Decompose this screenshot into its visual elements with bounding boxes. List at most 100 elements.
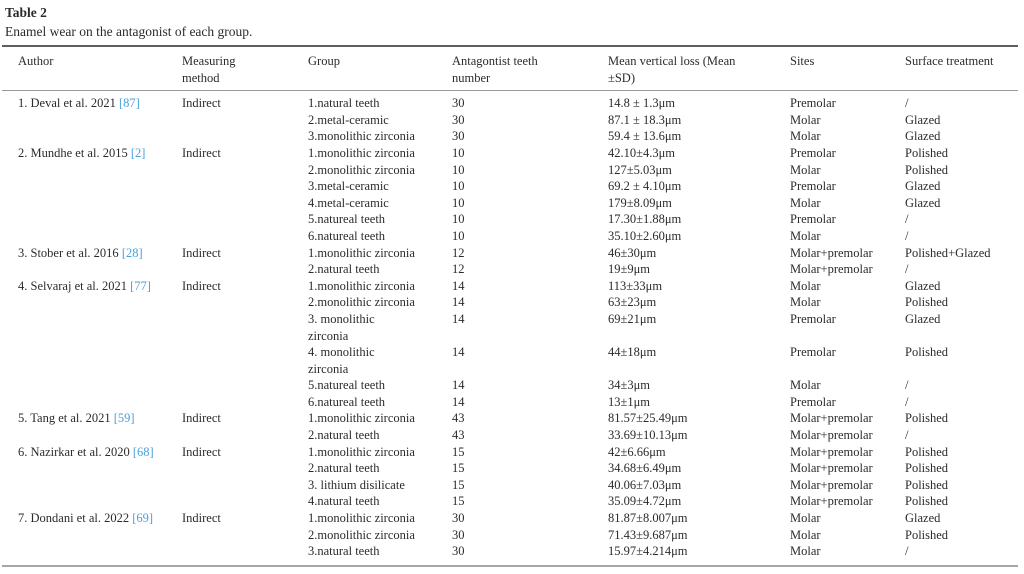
group-cell: 5.natureal teeth: [308, 378, 386, 393]
teeth-number-cell: 30: [452, 96, 465, 111]
citation-ref[interactable]: [68]: [132, 444, 154, 459]
sites-cell: Molar+premolar: [790, 411, 873, 426]
table-row: 2.monolithic zirconia 14 63±23μm Molar P…: [2, 294, 1018, 311]
author-cell: [2, 211, 166, 228]
group-cell: 2.monolithic zirconia: [308, 527, 415, 542]
group-cell: 2.natural teeth: [308, 428, 380, 443]
author-cell: 5. Tang et al. 2021 [59]: [2, 410, 166, 427]
teeth-number-cell: 10: [452, 162, 465, 177]
teeth-number-cell: 30: [452, 112, 465, 127]
author-cell: [2, 128, 166, 145]
author-cell: [2, 228, 166, 245]
method-cell: [166, 460, 292, 477]
author-cell: [2, 543, 166, 566]
vertical-loss-cell: 34±3μm: [608, 378, 651, 393]
table-row: 7. Dondani et al. 2022 [69] Indirect 1.m…: [2, 510, 1018, 527]
citation-ref[interactable]: [2]: [130, 145, 146, 160]
sites-cell: Molar: [790, 278, 821, 293]
citation-ref[interactable]: [59]: [113, 411, 135, 426]
sites-cell: Molar+premolar: [790, 477, 873, 492]
vertical-loss-cell: 127±5.03μm: [608, 162, 672, 177]
group-cell: 3.natural teeth: [308, 544, 380, 559]
teeth-number-cell: 15: [452, 477, 465, 492]
method-cell: [166, 477, 292, 494]
treatment-cell: Polished: [905, 162, 949, 177]
group-cell: 5.natureal teeth: [308, 212, 386, 227]
table-row: 2.metal-ceramic 30 87.1 ± 18.3μm Molar G…: [2, 112, 1018, 129]
table-row: 5.natureal teeth 14 34±3μm Molar /: [2, 377, 1018, 394]
table-body: 1. Deval et al. 2021 [87] Indirect 1.nat…: [2, 91, 1018, 566]
treatment-cell: /: [905, 262, 909, 277]
method-cell: [166, 112, 292, 129]
sites-cell: Molar: [790, 527, 821, 542]
vertical-loss-cell: 81.87±8.007μm: [608, 511, 688, 526]
teeth-number-cell: 14: [452, 311, 465, 326]
enamel-wear-table: Author Measuring method Group Antagontis…: [2, 45, 1018, 567]
group-cell: 1.monolithic zirconia: [308, 245, 415, 260]
teeth-number-cell: 12: [452, 262, 465, 277]
sites-cell: Premolar: [790, 394, 836, 409]
author-cell: [2, 178, 166, 195]
author-text: 2. Mundhe et al. 2015: [18, 145, 128, 160]
author-cell: [2, 394, 166, 411]
col-header-author: Author: [2, 46, 166, 92]
table-caption: Enamel wear on the antagonist of each gr…: [5, 24, 253, 39]
treatment-cell: Polished: [905, 145, 949, 160]
table-row: 3.natural teeth 30 15.97±4.214μm Molar /: [2, 543, 1018, 566]
method-cell: [166, 294, 292, 311]
author-cell: [2, 112, 166, 129]
author-cell: 1. Deval et al. 2021 [87]: [2, 91, 166, 112]
citation-ref[interactable]: [87]: [119, 96, 140, 111]
teeth-number-cell: 14: [452, 378, 465, 393]
treatment-cell: Polished: [905, 295, 949, 310]
treatment-cell: Polished: [905, 444, 949, 459]
method-cell: [166, 261, 292, 278]
sites-cell: Premolar: [790, 96, 836, 111]
treatment-cell: Glazed: [905, 129, 941, 144]
author-cell: 6. Nazirkar et al. 2020 [68]: [2, 444, 166, 461]
vertical-loss-cell: 34.68±6.49μm: [608, 461, 682, 476]
sites-cell: Molar: [790, 162, 821, 177]
vertical-loss-cell: 179±8.09μm: [608, 195, 672, 210]
treatment-cell: /: [905, 228, 909, 243]
group-cell: 1.monolithic zirconia: [308, 411, 415, 426]
group-cell: 3.monolithic zirconia: [308, 129, 415, 144]
treatment-cell: Glazed: [905, 179, 941, 194]
vertical-loss-cell: 44±18μm: [608, 345, 657, 360]
citation-ref[interactable]: [28]: [121, 245, 143, 260]
author-text: 7. Dondani et al. 2022: [18, 511, 130, 526]
treatment-cell: Glazed: [905, 195, 941, 210]
table-row: 5. Tang et al. 2021 [59] Indirect 1.mono…: [2, 410, 1018, 427]
author-cell: [2, 527, 166, 544]
sites-cell: Molar+premolar: [790, 461, 873, 476]
sites-cell: Molar+premolar: [790, 262, 873, 277]
method-cell: Indirect: [182, 145, 221, 160]
vertical-loss-cell: 13±1μm: [608, 394, 651, 409]
page-title: Table 2: [5, 5, 47, 20]
sites-cell: Premolar: [790, 145, 836, 160]
vertical-loss-cell: 113±33μm: [608, 278, 663, 293]
method-cell: [166, 178, 292, 195]
sites-cell: Molar: [790, 228, 821, 243]
treatment-cell: Polished: [905, 411, 949, 426]
group-cell: 2.monolithic zirconia: [308, 295, 415, 310]
table-row: 3. lithium disilicate 15 40.06±7.03μm Mo…: [2, 477, 1018, 494]
group-cell: 1.monolithic zirconia: [308, 444, 415, 459]
citation-ref[interactable]: [77]: [130, 278, 151, 293]
treatment-cell: Polished: [905, 477, 949, 492]
citation-ref[interactable]: [69]: [132, 511, 154, 526]
table-row: 4.metal-ceramic 10 179±8.09μm Molar Glaz…: [2, 195, 1018, 212]
method-cell: Indirect: [182, 278, 221, 293]
header-row: Author Measuring method Group Antagontis…: [2, 46, 1018, 92]
author-cell: [2, 477, 166, 494]
vertical-loss-cell: 35.09±4.72μm: [608, 494, 682, 509]
author-cell: [2, 311, 166, 344]
author-cell: 2. Mundhe et al. 2015 [2]: [2, 145, 166, 162]
teeth-number-cell: 14: [452, 295, 465, 310]
table-row: 4.natural teeth 15 35.09±4.72μm Molar+pr…: [2, 493, 1018, 510]
group-cell: 2.metal-ceramic: [308, 112, 389, 127]
vertical-loss-cell: 40.06±7.03μm: [608, 477, 682, 492]
group-cell: 4.natural teeth: [308, 494, 380, 509]
vertical-loss-cell: 81.57±25.49μm: [608, 411, 688, 426]
sites-cell: Molar: [790, 295, 821, 310]
